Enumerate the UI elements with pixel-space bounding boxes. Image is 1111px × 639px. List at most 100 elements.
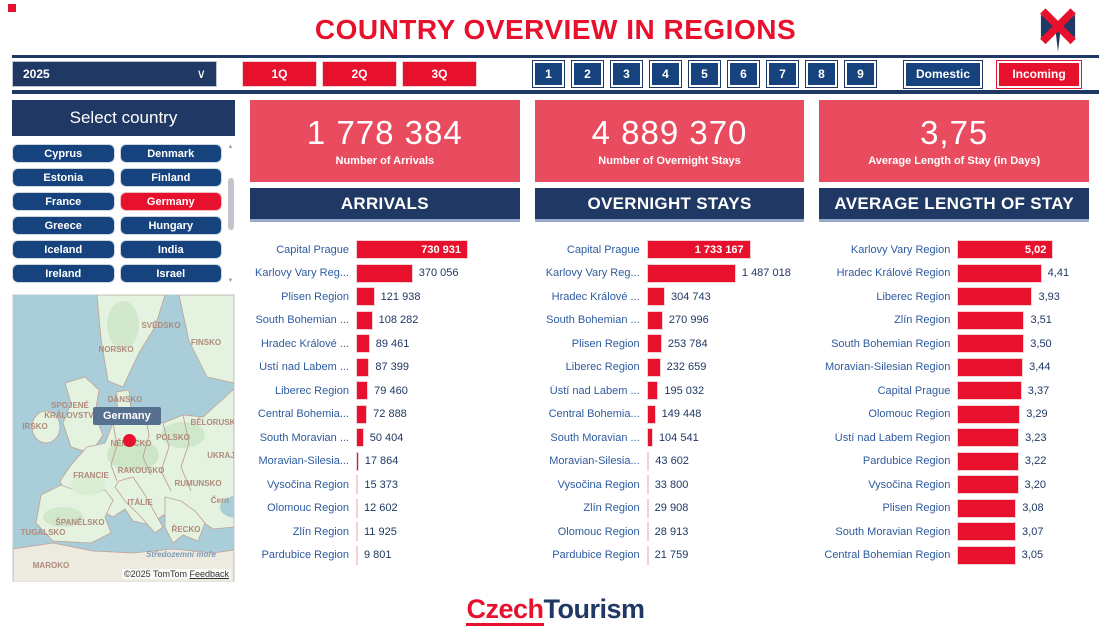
bar-category-label: South Bohemian ... [546, 314, 640, 327]
kpi-value: 4 889 370 [591, 114, 748, 152]
month-button-4[interactable]: 4 [649, 60, 682, 88]
bar[interactable] [646, 522, 649, 542]
avg-length-of-stay-section-header: AVERAGE LENGTH OF STAY [819, 188, 1090, 222]
bar[interactable] [646, 310, 663, 330]
bar-category-label: Hradec Králové ... [551, 290, 640, 303]
bar[interactable] [356, 404, 368, 424]
bar[interactable] [957, 475, 1019, 495]
bar[interactable] [957, 381, 1022, 401]
bar[interactable] [646, 334, 662, 354]
country-button-cyprus[interactable]: Cyprus [12, 144, 115, 163]
country-button-greece[interactable]: Greece [12, 216, 115, 235]
bar-value-label: 108 282 [378, 314, 419, 327]
bar[interactable] [646, 357, 661, 377]
bar-category-label: Vysočina Region [557, 478, 640, 491]
domestic-button[interactable]: Domestic [903, 59, 983, 89]
bar[interactable] [356, 263, 413, 283]
bar[interactable] [957, 404, 1021, 424]
bar[interactable] [646, 475, 649, 495]
scroll-down-icon[interactable]: ▼ [227, 278, 234, 284]
country-button-ireland[interactable]: Ireland [12, 264, 115, 283]
bar[interactable] [957, 522, 1017, 542]
europe-map[interactable]: SVÉDSKO NORSKO FINSKO DÁNSKO SPOJENÉ KRÁ… [12, 294, 235, 582]
bar[interactable] [646, 381, 659, 401]
bar-value-label: 195 032 [664, 384, 705, 397]
bar[interactable]: 730 931 [356, 240, 468, 260]
bar[interactable]: 1 733 167 [646, 240, 751, 260]
quarter-button-2q[interactable]: 2Q [322, 61, 397, 87]
chart-row: Hradec Králové Region 4,41 [819, 262, 1089, 286]
bar[interactable] [356, 334, 370, 354]
bar[interactable] [646, 451, 650, 471]
bar[interactable] [957, 334, 1025, 354]
month-button-9[interactable]: 9 [844, 60, 877, 88]
bar[interactable] [646, 263, 736, 283]
country-button-india[interactable]: India [119, 240, 222, 259]
country-button-estonia[interactable]: Estonia [12, 168, 115, 187]
bar[interactable] [356, 522, 358, 542]
bar[interactable] [646, 428, 653, 448]
bar-category-label: Moravian-Silesia... [549, 455, 640, 468]
bar[interactable] [646, 545, 649, 565]
country-button-iceland[interactable]: Iceland [12, 240, 115, 259]
bar[interactable] [957, 498, 1017, 518]
map-label: POLSKO [156, 433, 190, 442]
month-button-1[interactable]: 1 [532, 60, 565, 88]
country-button-israel[interactable]: Israel [119, 264, 222, 283]
bar[interactable] [356, 310, 373, 330]
country-button-france[interactable]: France [12, 192, 115, 211]
bar[interactable] [646, 287, 665, 307]
scrollbar-thumb[interactable] [228, 178, 234, 230]
chart-row: Moravian-Silesian Region 3,44 [819, 356, 1089, 380]
scroll-up-icon[interactable]: ▲ [227, 144, 234, 150]
bar[interactable] [957, 310, 1025, 330]
bar[interactable] [957, 451, 1019, 471]
month-button-7[interactable]: 7 [766, 60, 799, 88]
header: COUNTRY OVERVIEW IN REGIONS [0, 0, 1111, 55]
bar[interactable] [646, 404, 656, 424]
map-label: IRSKO [22, 422, 47, 431]
month-button-8[interactable]: 8 [805, 60, 838, 88]
bar[interactable] [646, 498, 649, 518]
bar[interactable] [957, 428, 1020, 448]
bar[interactable] [356, 357, 370, 377]
incoming-button[interactable]: Incoming [996, 59, 1082, 89]
quarter-buttons: 1Q 2Q 3Q [242, 61, 477, 87]
bar[interactable] [356, 287, 375, 307]
bar-value-label: 1 733 167 [694, 243, 744, 256]
quarter-button-3q[interactable]: 3Q [402, 61, 477, 87]
bar[interactable] [356, 451, 359, 471]
country-button-denmark[interactable]: Denmark [119, 144, 222, 163]
country-list: Cyprus Denmark Estonia Finland France Germany… [12, 144, 235, 284]
bar[interactable] [957, 287, 1033, 307]
month-button-5[interactable]: 5 [688, 60, 721, 88]
country-button-finland[interactable]: Finland [119, 168, 222, 187]
chart-row: Moravian-Silesia... 17 864 [250, 450, 520, 474]
bar[interactable] [957, 545, 1016, 565]
month-button-2[interactable]: 2 [571, 60, 604, 88]
month-button-6[interactable]: 6 [727, 60, 760, 88]
bar[interactable] [356, 475, 359, 495]
country-scrollbar[interactable]: ▲ ▼ [226, 144, 235, 284]
bar[interactable] [356, 498, 358, 518]
chart-row: Ústí nad Labem ... 87 399 [250, 356, 520, 380]
bar[interactable]: 5,02 [957, 240, 1054, 260]
bar[interactable] [356, 428, 364, 448]
bar-value-label: 3,20 [1024, 478, 1046, 491]
main-content: Select country Cyprus Denmark Estonia Finla… [0, 94, 1111, 582]
bar[interactable] [957, 263, 1042, 283]
bar-category-label: Olomouc Region [267, 502, 349, 515]
bar[interactable] [957, 357, 1024, 377]
map-feedback-link[interactable]: Feedback [189, 569, 229, 579]
bar[interactable] [356, 545, 358, 565]
country-button-germany[interactable]: Germany [119, 192, 222, 211]
year-dropdown[interactable]: 2025 ∨ [12, 61, 217, 87]
bar-value-label: 370 056 [418, 267, 459, 280]
bar[interactable] [356, 381, 369, 401]
chart-row: Plisen Region 121 938 [250, 285, 520, 309]
bar-category-label: Zlín Region [894, 314, 951, 327]
quarter-button-1q[interactable]: 1Q [242, 61, 317, 87]
country-button-hungary[interactable]: Hungary [119, 216, 222, 235]
month-button-3[interactable]: 3 [610, 60, 643, 88]
bar-area: 253 784 [646, 334, 805, 354]
